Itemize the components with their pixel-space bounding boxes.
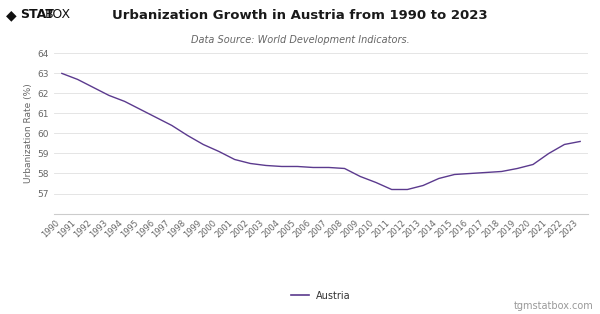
Text: BOX: BOX xyxy=(44,8,71,21)
Legend: Austria: Austria xyxy=(287,287,355,305)
Text: Data Source: World Development Indicators.: Data Source: World Development Indicator… xyxy=(191,35,409,45)
Text: ◆: ◆ xyxy=(6,8,17,22)
Text: tgmstatbox.com: tgmstatbox.com xyxy=(514,301,594,311)
Text: Urbanization Growth in Austria from 1990 to 2023: Urbanization Growth in Austria from 1990… xyxy=(112,9,488,22)
Y-axis label: Urbanization Rate (%): Urbanization Rate (%) xyxy=(25,84,34,183)
Text: STAT: STAT xyxy=(20,8,53,21)
